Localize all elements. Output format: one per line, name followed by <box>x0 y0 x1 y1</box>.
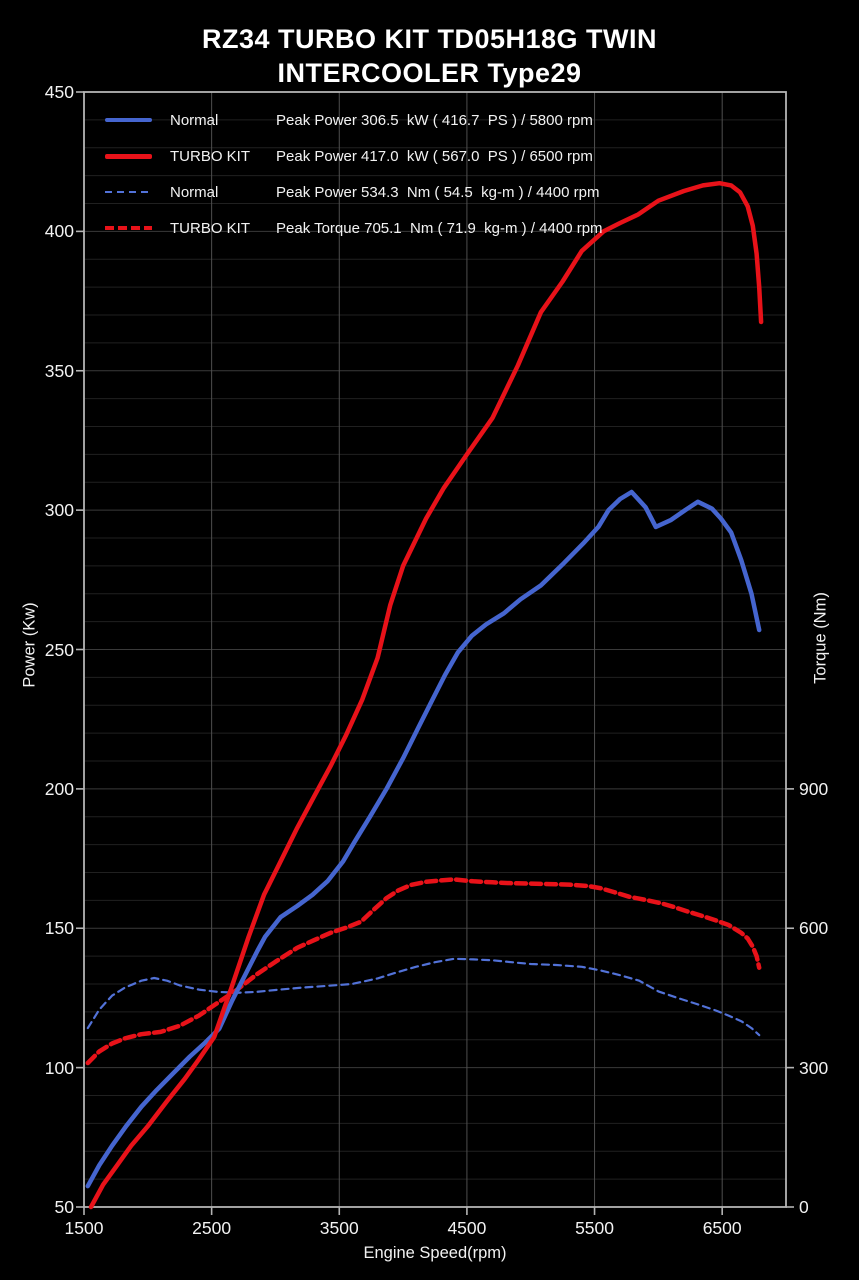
power-axis-tick-label: 200 <box>44 778 74 799</box>
curve-turbo-kit-torque <box>85 877 762 1066</box>
torque-axis-title: Torque (Nm) <box>811 592 830 684</box>
rpm-axis-tick-label: 1500 <box>64 1218 104 1238</box>
legend-row-turbo-torque: TURBO KIT Peak Torque 705.1 Nm ( 71.9 kg… <box>105 210 603 246</box>
rpm-axis-tick-label: 5500 <box>575 1218 614 1238</box>
rpm-axis-tick-label: 6500 <box>702 1218 742 1238</box>
torque-axis-tick-label: 0 <box>799 1197 809 1217</box>
rpm-axis-tick-label: 4500 <box>447 1218 487 1238</box>
torque-axis-tick-label: 300 <box>799 1057 829 1078</box>
chart-legend: Normal Peak Power 306.5 kW ( 416.7 PS ) … <box>105 102 603 246</box>
legend-row-normal-torque: Normal Peak Power 534.3 Nm ( 54.5 kg-m )… <box>105 174 603 210</box>
legend-row-turbo-power: TURBO KIT Peak Power 417.0 kW ( 567.0 PS… <box>105 138 603 174</box>
legend-label: Normal <box>170 183 219 201</box>
legend-peak-text: Peak Power 417.0 kW ( 567.0 PS ) / 6500 … <box>276 147 593 165</box>
power-axis-tick-label: 150 <box>44 918 74 939</box>
chart-title: RZ34 TURBO KIT TD05H18G TWIN INTERCOOLER… <box>0 22 859 90</box>
rpm-axis-title: Engine Speed(rpm) <box>363 1244 507 1262</box>
torque-axis-tick-label: 900 <box>799 778 829 799</box>
power-axis-tick-label: 100 <box>44 1057 74 1078</box>
rpm-axis-tick-label: 2500 <box>192 1218 232 1238</box>
turbo-power-line-swatch <box>105 153 152 159</box>
rpm-axis-tick-label: 3500 <box>319 1218 359 1238</box>
chart-title-line2: INTERCOOLER Type29 <box>277 58 582 88</box>
power-axis-tick-label: 450 <box>44 82 74 102</box>
legend-peak-text: Peak Torque 705.1 Nm ( 71.9 kg-m ) / 440… <box>276 219 603 237</box>
power-axis-tick-label: 350 <box>44 360 74 381</box>
legend-peak-text: Peak Power 306.5 kW ( 416.7 PS ) / 5800 … <box>276 111 593 129</box>
curve-normal-torque <box>86 957 761 1037</box>
chart-title-line1: RZ34 TURBO KIT TD05H18G TWIN <box>201 24 658 54</box>
legend-label: Normal <box>170 111 219 129</box>
legend-label: TURBO KIT <box>170 219 251 237</box>
legend-peak-text: Peak Power 534.3 Nm ( 54.5 kg-m ) / 4400… <box>276 183 600 201</box>
normal-power-line-swatch <box>105 118 152 122</box>
torque-axis-tick-label: 600 <box>799 918 829 939</box>
turbo-torque-line-swatch <box>105 226 152 230</box>
legend-label: TURBO KIT <box>170 147 251 165</box>
curve-normal-power <box>85 489 762 1189</box>
power-axis-tick-label: 400 <box>44 221 74 242</box>
legend-row-normal-power: Normal Peak Power 306.5 kW ( 416.7 PS ) … <box>105 102 603 138</box>
power-axis-tick-label: 250 <box>44 639 74 660</box>
power-axis-tick-label: 50 <box>54 1197 74 1217</box>
normal-torque-line-swatch <box>105 191 152 193</box>
curve-turbo-kit-power <box>88 180 764 1210</box>
power-axis-tick-label: 300 <box>44 500 74 521</box>
